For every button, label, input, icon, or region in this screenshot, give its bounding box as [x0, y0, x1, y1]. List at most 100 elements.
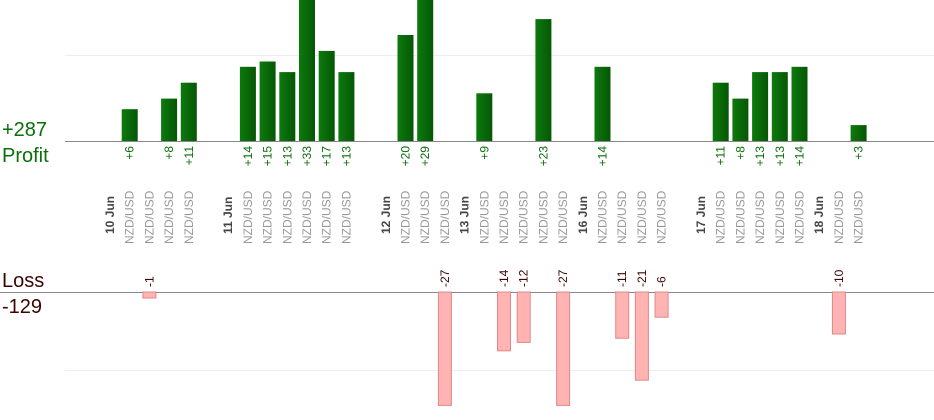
profit-bar [791, 66, 808, 141]
profit-value-label: +13 [280, 146, 294, 167]
pair-label: NZD/USD [162, 190, 176, 244]
profit-bar [476, 93, 493, 141]
pair-label: NZD/USD [300, 190, 314, 244]
loss-bar [497, 291, 511, 352]
profit-bar [318, 50, 335, 141]
profit-bar [121, 109, 138, 141]
loss-bar [831, 291, 846, 335]
loss-value-label: -10 [832, 269, 846, 287]
profit-value-label: +17 [320, 146, 334, 167]
pair-label: NZD/USD [261, 190, 275, 244]
profit-bar [771, 72, 788, 141]
profit-value-label: +8 [162, 146, 176, 160]
pair-label: NZD/USD [596, 190, 610, 244]
pair-label: NZD/USD [438, 190, 452, 244]
loss-bar [437, 291, 452, 406]
profit-bar [338, 72, 355, 141]
date-label: 18 Jun [812, 196, 826, 234]
profit-value-label: +33 [300, 146, 314, 167]
profit-value-label: +11 [182, 146, 196, 166]
date-label: 17 Jun [694, 196, 708, 234]
pair-label: NZD/USD [123, 190, 137, 244]
pair-label: NZD/USD [339, 190, 353, 244]
profit-bar [417, 0, 434, 141]
profit-value-label: +11 [714, 146, 728, 166]
loss-value-label: -14 [497, 269, 511, 287]
profit-value-label: +14 [241, 146, 255, 167]
loss-value-label: -1 [142, 276, 156, 287]
pair-label: NZD/USD [517, 190, 531, 244]
profit-value-label: +14 [793, 146, 807, 167]
pair-label: NZD/USD [556, 190, 570, 244]
profit-value-label: +15 [261, 146, 275, 167]
profit-value-label: +20 [399, 146, 413, 167]
loss-bar [142, 291, 157, 299]
loss-bar [556, 291, 571, 406]
profit-value-label: +23 [536, 146, 550, 167]
profit-value-label: +13 [339, 146, 353, 167]
profit-label: Profit [2, 145, 49, 167]
profit-bar [712, 82, 729, 141]
profit-total: +287 [2, 119, 48, 141]
loss-value-label: -27 [556, 269, 570, 287]
pair-label: NZD/USD [182, 190, 196, 244]
profit-value-label: +8 [733, 146, 747, 160]
loss-value-label: -21 [635, 269, 649, 287]
pair-label: NZD/USD [714, 190, 728, 244]
profit-value-label: +29 [418, 146, 432, 167]
pair-label: NZD/USD [655, 190, 669, 244]
loss-value-label: -11 [615, 270, 629, 287]
profit-value-label: +14 [596, 146, 610, 167]
date-label: 11 Jun [221, 197, 235, 234]
profit-value-label: +13 [753, 146, 767, 167]
profit-bar [732, 98, 749, 141]
profit-value-label: +6 [123, 146, 137, 160]
loss-total: -129 [2, 296, 43, 318]
loss-bar [634, 291, 649, 381]
pair-label: NZD/USD [497, 190, 511, 244]
loss-value-label: -12 [517, 269, 531, 287]
profit-bar [279, 72, 296, 141]
loss-value-label: -27 [438, 269, 452, 287]
profit-bar [259, 61, 276, 141]
profit-bar [850, 125, 867, 141]
profit-bar [535, 19, 552, 142]
date-label: 10 Jun [103, 196, 117, 234]
pair-label: NZD/USD [615, 190, 629, 244]
pair-label: NZD/USD [832, 190, 846, 244]
pair-label: NZD/USD [793, 190, 807, 244]
date-label: 16 Jun [576, 196, 590, 234]
pair-label: NZD/USD [320, 190, 334, 244]
pair-label: NZD/USD [733, 190, 747, 244]
pair-label: NZD/USD [142, 190, 156, 244]
pair-label: NZD/USD [280, 190, 294, 244]
pair-label: NZD/USD [477, 190, 491, 244]
profit-bar [594, 66, 611, 141]
pair-label: NZD/USD [418, 190, 432, 244]
pair-label: NZD/USD [635, 190, 649, 244]
loss-bar [516, 291, 531, 343]
pair-label: NZD/USD [536, 190, 550, 244]
loss-label: Loss [2, 270, 45, 292]
profit-value-label: +9 [477, 146, 491, 160]
profit-value-label: +3 [852, 146, 866, 160]
pair-label: NZD/USD [852, 190, 866, 244]
date-label: 13 Jun [458, 196, 472, 234]
date-label: 12 Jun [379, 196, 393, 234]
pair-label: NZD/USD [399, 190, 413, 244]
profit-bar [161, 98, 178, 141]
pair-label: NZD/USD [773, 190, 787, 244]
profit-bar [299, 0, 315, 141]
loss-value-label: -6 [655, 276, 669, 287]
loss-bar [615, 291, 630, 339]
pair-label: NZD/USD [241, 190, 255, 244]
profit-bar [752, 72, 769, 141]
pair-label: NZD/USD [753, 190, 767, 244]
loss-bar [654, 291, 669, 318]
profit-value-label: +13 [773, 146, 787, 167]
profit-bar [397, 35, 414, 141]
profit-bar [239, 66, 256, 141]
profit-bar [180, 82, 197, 141]
